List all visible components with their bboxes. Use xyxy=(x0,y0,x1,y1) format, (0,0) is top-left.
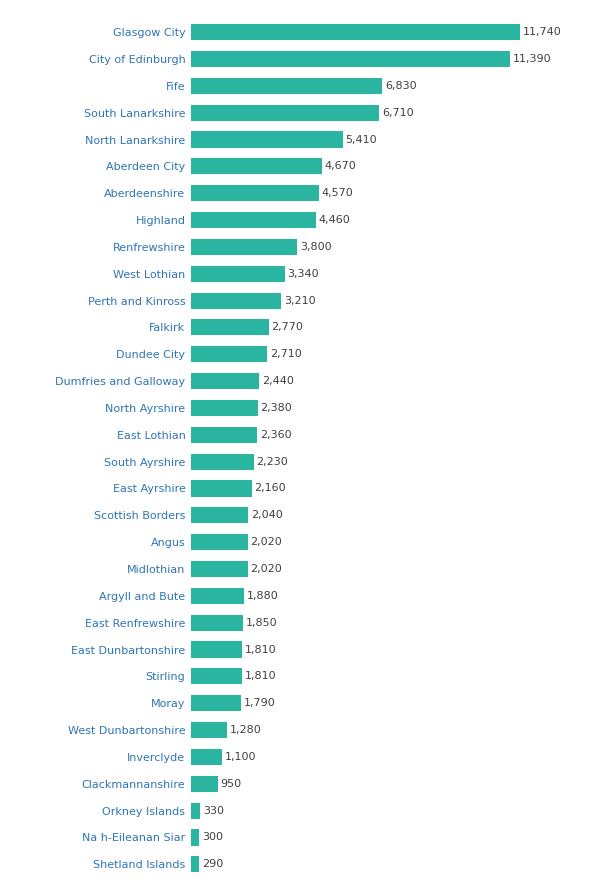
Text: 6,830: 6,830 xyxy=(385,81,417,91)
Text: 11,390: 11,390 xyxy=(513,54,552,64)
Text: 330: 330 xyxy=(203,805,224,815)
Bar xyxy=(191,131,343,147)
Bar xyxy=(191,373,259,389)
Bar xyxy=(191,158,322,175)
Text: 1,850: 1,850 xyxy=(245,617,277,628)
Text: 1,810: 1,810 xyxy=(245,645,276,655)
Text: 4,570: 4,570 xyxy=(322,188,353,198)
Text: 2,380: 2,380 xyxy=(260,403,293,413)
Text: 2,710: 2,710 xyxy=(270,350,301,359)
Bar xyxy=(191,534,248,550)
Text: 2,020: 2,020 xyxy=(250,537,282,547)
Bar xyxy=(191,668,242,684)
Bar xyxy=(191,615,243,631)
Bar xyxy=(191,454,254,470)
Bar xyxy=(191,319,269,335)
Bar xyxy=(191,481,251,497)
Bar xyxy=(191,776,218,792)
Text: 4,670: 4,670 xyxy=(325,161,356,171)
Text: 1,790: 1,790 xyxy=(244,698,276,708)
Text: 1,100: 1,100 xyxy=(224,752,256,762)
Bar xyxy=(191,212,316,228)
Text: 2,160: 2,160 xyxy=(254,483,286,493)
Text: 4,460: 4,460 xyxy=(319,215,350,225)
Bar xyxy=(191,186,319,202)
Bar xyxy=(191,722,227,738)
Bar xyxy=(191,104,379,120)
Text: 1,280: 1,280 xyxy=(230,725,261,735)
Bar xyxy=(191,24,520,40)
Text: 950: 950 xyxy=(220,779,242,789)
Bar xyxy=(191,239,297,255)
Text: 5,410: 5,410 xyxy=(346,135,377,145)
Bar xyxy=(191,266,285,282)
Text: 2,440: 2,440 xyxy=(262,376,294,386)
Text: 1,810: 1,810 xyxy=(245,672,276,681)
Bar xyxy=(191,293,281,309)
Bar xyxy=(191,830,199,846)
Bar xyxy=(191,78,382,94)
Bar xyxy=(191,346,267,362)
Text: 1,880: 1,880 xyxy=(247,591,278,601)
Text: 300: 300 xyxy=(202,832,223,842)
Bar xyxy=(191,695,241,711)
Bar xyxy=(191,641,242,657)
Bar xyxy=(191,588,244,604)
Text: 3,210: 3,210 xyxy=(284,295,315,306)
Bar xyxy=(191,51,510,67)
Text: 3,800: 3,800 xyxy=(300,242,332,252)
Text: 6,710: 6,710 xyxy=(382,108,414,118)
Text: 2,040: 2,040 xyxy=(251,510,283,520)
Text: 2,230: 2,230 xyxy=(256,457,288,467)
Text: 2,360: 2,360 xyxy=(260,430,291,440)
Bar xyxy=(191,508,248,524)
Bar xyxy=(191,749,222,765)
Bar xyxy=(191,856,199,872)
Bar xyxy=(191,426,257,442)
Text: 290: 290 xyxy=(202,859,223,870)
Text: 2,770: 2,770 xyxy=(272,322,303,333)
Text: 3,340: 3,340 xyxy=(287,268,319,279)
Text: 2,020: 2,020 xyxy=(250,564,282,574)
Bar xyxy=(191,803,200,819)
Bar xyxy=(191,400,258,416)
Text: 11,740: 11,740 xyxy=(523,27,561,37)
Bar xyxy=(191,561,248,577)
